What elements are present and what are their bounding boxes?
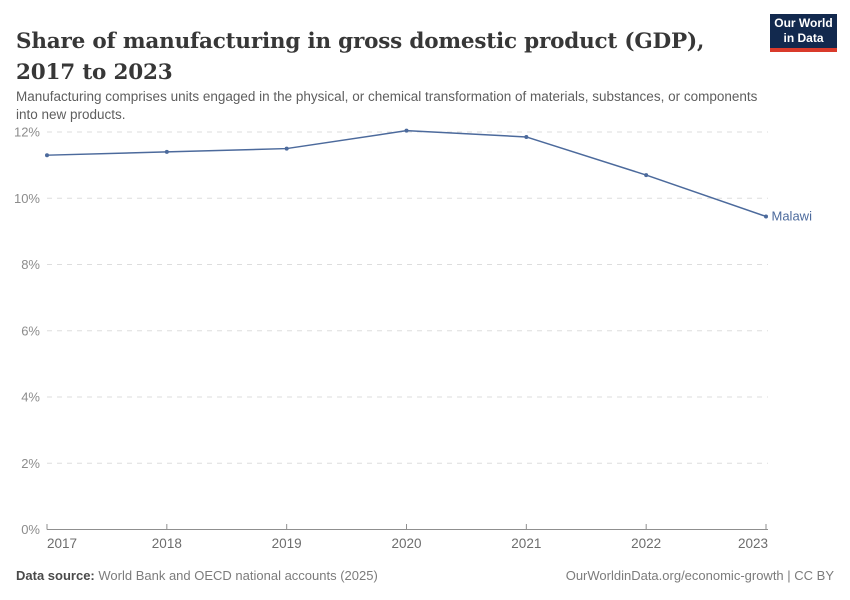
x-tick-label: 2023 (738, 536, 768, 551)
chart-title: Share of manufacturing in gross domestic… (16, 29, 705, 85)
x-tick-label: 2021 (511, 536, 541, 551)
y-tick-label: 10% (14, 191, 40, 206)
owid-logo: Our World in Data (770, 14, 837, 52)
y-tick-label: 2% (21, 456, 40, 471)
x-tick-label: 2019 (272, 536, 302, 551)
owid-logo-line1: Our World (774, 16, 833, 30)
data-points (45, 128, 768, 219)
chart-subtitle: Manufacturing comprises units engaged in… (16, 88, 758, 122)
data-point[interactable] (764, 214, 768, 219)
x-tick-label: 2020 (391, 536, 421, 551)
chart-footer: Data source: World Bank and OECD nationa… (16, 568, 834, 583)
x-tick-label: 2017 (47, 536, 77, 551)
owid-logo-line2: in Data (783, 31, 824, 45)
y-tick-label: 8% (21, 257, 40, 272)
y-tick-label: 12% (14, 125, 40, 140)
data-point[interactable] (284, 146, 289, 151)
y-tick-label: 0% (21, 522, 40, 537)
data-point[interactable] (164, 149, 169, 154)
x-tick-label: 2018 (152, 536, 182, 551)
data-point[interactable] (404, 128, 409, 133)
data-source-text: World Bank and OECD national accounts (2… (98, 568, 378, 583)
data-source-label: Data source: (16, 568, 95, 583)
credit-link[interactable]: OurWorldinData.org/economic-growth | CC … (565, 568, 834, 583)
y-tick-label: 6% (21, 323, 40, 338)
series-lines (46, 129, 767, 218)
y-tick-label: 4% (21, 390, 40, 405)
data-point[interactable] (524, 134, 529, 139)
data-source-note: Data source: World Bank and OECD nationa… (16, 568, 378, 583)
gridlines (47, 131, 768, 464)
entity-label[interactable]: Malawi (772, 208, 813, 223)
trend-line-malawi[interactable] (46, 129, 767, 218)
y-axis-labels: 0% 2% 4% 6% 8% 10% 12% (14, 125, 40, 538)
x-axis: 2017 2018 2019 2020 2021 2022 2023 (46, 524, 768, 551)
data-point[interactable] (45, 153, 49, 158)
entity-labels: Malawi (772, 208, 813, 223)
data-point[interactable] (644, 173, 649, 178)
x-tick-label: 2022 (631, 536, 661, 551)
